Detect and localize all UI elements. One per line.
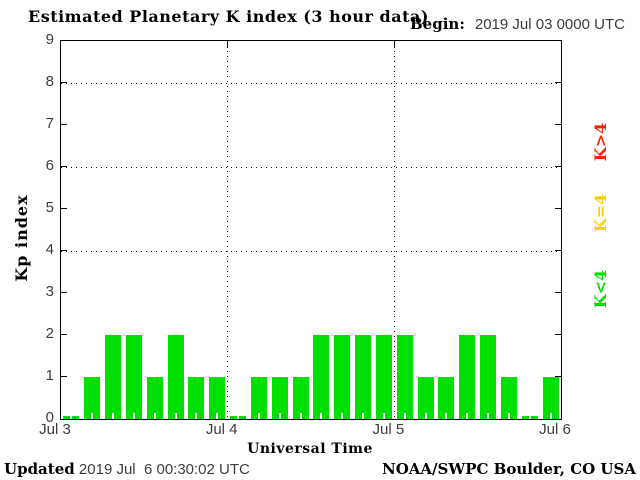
- kp-bar: [105, 335, 122, 419]
- kp-bar: [542, 377, 559, 419]
- top-tick-day-1: [227, 41, 229, 48]
- kp-bar: [84, 377, 101, 419]
- begin-label: Begin:: [410, 15, 465, 33]
- x-tick-label-jul-5: Jul 5: [372, 421, 405, 438]
- y-tick-left-2: [61, 334, 67, 335]
- updated-timestamp: Updated 2019 Jul 6 00:30:02 UTC: [4, 460, 250, 478]
- y-tick-left-8: [61, 82, 67, 83]
- kp-bar: [334, 335, 351, 419]
- kp-bar: [209, 377, 226, 419]
- kp-bar: [250, 377, 267, 419]
- x-axis-title: Universal Time: [247, 441, 373, 457]
- bar-tick-notch: [382, 413, 385, 419]
- kp-bar: [292, 377, 309, 419]
- kp-bar: [375, 335, 392, 419]
- bar-tick-notch: [112, 413, 115, 419]
- y-tick-right-2: [555, 334, 561, 335]
- kp-bar: [396, 335, 413, 419]
- bar-tick-notch: [507, 413, 510, 419]
- bar-tick-notch: [257, 413, 260, 419]
- kp-bar: [146, 377, 163, 419]
- bar-tick-notch: [132, 413, 135, 419]
- y-tick-left-4: [61, 250, 67, 251]
- y-tick-right-6: [555, 166, 561, 167]
- legend-item-k-eq-4: K=4: [591, 193, 610, 233]
- kp-bar: [313, 335, 330, 419]
- bar-tick-notch: [424, 413, 427, 419]
- bar-tick-notch: [362, 413, 365, 419]
- y-tick-label-1: 1: [45, 367, 54, 384]
- x-tick-label-jul-6: Jul 6: [539, 421, 571, 438]
- kp-bar: [355, 335, 372, 419]
- y-tick-left-1: [61, 376, 67, 377]
- y-tick-label-3: 3: [45, 283, 54, 300]
- legend-item-k-gt-4: K>4: [591, 122, 610, 162]
- y-tick-label-6: 6: [45, 157, 54, 174]
- kp-bar: [271, 377, 288, 419]
- y-tick-left-3: [61, 292, 67, 293]
- kp-bar: [459, 335, 476, 419]
- gridline-y-8: [61, 83, 561, 84]
- y-tick-label-0: 0: [45, 409, 54, 426]
- updated-value: 2019 Jul 6 00:30:02 UTC: [74, 461, 250, 478]
- bar-tick-notch: [91, 413, 94, 419]
- y-tick-right-5: [555, 208, 561, 209]
- y-tick-left-5: [61, 208, 67, 209]
- kp-bar: [500, 377, 517, 419]
- begin-value: 2019 Jul 03 0000 UTC: [474, 16, 625, 33]
- source-credit: NOAA/SWPC Boulder, CO USA: [381, 460, 636, 478]
- chart-title: Estimated Planetary K index (3 hour data…: [28, 7, 429, 26]
- y-tick-label-9: 9: [45, 31, 54, 48]
- gridline-y-4: [61, 251, 561, 252]
- bar-tick-notch: [487, 413, 490, 419]
- y-tick-left-7: [61, 124, 67, 125]
- y-axis-title: Kp index: [12, 194, 31, 282]
- bar-tick-notch: [299, 413, 302, 419]
- kp-bar: [188, 377, 205, 419]
- gridline-y-6: [61, 167, 561, 168]
- bar-tick-notch: [466, 413, 469, 419]
- kp-bar: [125, 335, 142, 419]
- y-tick-label-4: 4: [45, 241, 54, 258]
- bar-tick-notch: [195, 413, 198, 419]
- x-tick-label-jul-4: Jul 4: [205, 421, 238, 438]
- bar-tick-notch: [445, 413, 448, 419]
- y-tick-right-1: [555, 376, 561, 377]
- y-tick-label-7: 7: [45, 115, 54, 132]
- bar-tick-notch: [237, 413, 240, 419]
- y-tick-label-5: 5: [45, 199, 54, 216]
- bar-tick-notch: [174, 413, 177, 419]
- y-tick-right-3: [555, 292, 561, 293]
- begin-time: Begin: 2019 Jul 03 0000 UTC: [410, 15, 625, 33]
- bar-tick-notch: [278, 413, 281, 419]
- y-tick-right-4: [555, 250, 561, 251]
- y-tick-right-7: [555, 124, 561, 125]
- y-tick-right-8: [555, 82, 561, 83]
- bar-tick-notch: [528, 413, 531, 419]
- bar-tick-notch: [320, 413, 323, 419]
- legend-item-k-lt-4: K<4: [591, 269, 610, 309]
- top-tick-day-2: [393, 41, 395, 48]
- bar-tick-notch: [153, 413, 156, 419]
- kp-bar: [167, 335, 184, 419]
- kp-bar: [417, 377, 434, 419]
- y-tick-label-8: 8: [45, 73, 54, 90]
- bar-tick-notch: [341, 413, 344, 419]
- x-tick-label-jul-3: Jul 3: [39, 421, 71, 438]
- y-tick-left-6: [61, 166, 67, 167]
- kp-bar: [438, 377, 455, 419]
- kp-bar: [480, 335, 497, 419]
- y-tick-label-2: 2: [45, 325, 54, 342]
- updated-label: Updated: [4, 460, 75, 478]
- plot-area: [60, 40, 562, 420]
- bar-tick-notch: [549, 413, 552, 419]
- bar-tick-notch: [403, 413, 406, 419]
- gridline-day-1: [227, 41, 229, 419]
- gridline-day-2: [393, 41, 395, 419]
- bar-tick-notch: [70, 413, 73, 419]
- bar-tick-notch: [216, 413, 219, 419]
